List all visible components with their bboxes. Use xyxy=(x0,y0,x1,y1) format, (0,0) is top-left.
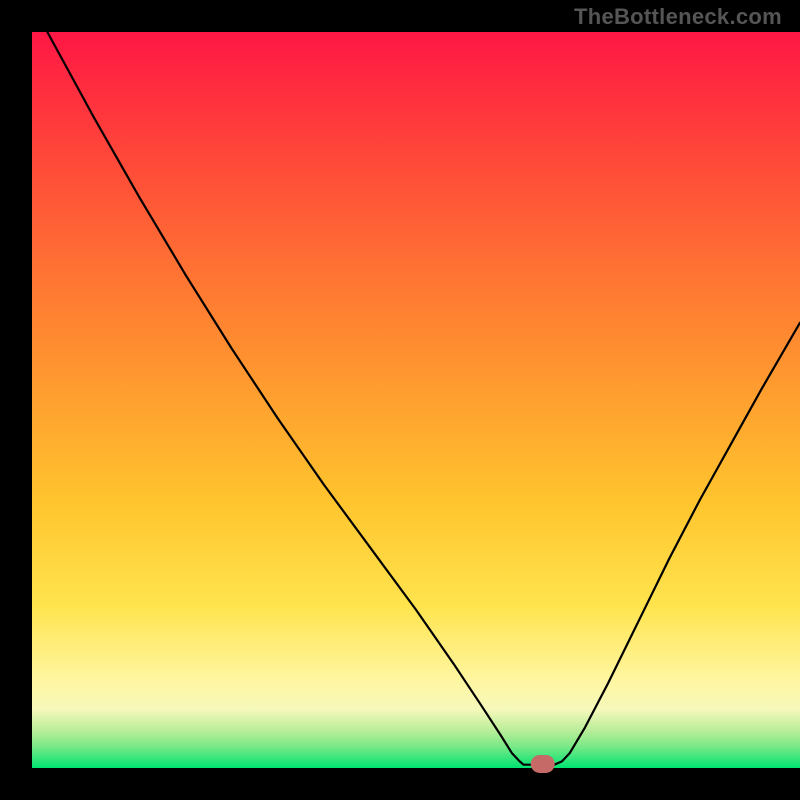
bottleneck-chart xyxy=(0,0,800,800)
chart-background xyxy=(32,32,800,768)
optimal-point-marker xyxy=(531,755,555,773)
chart-root: TheBottleneck.com xyxy=(0,0,800,800)
watermark-text: TheBottleneck.com xyxy=(574,4,782,30)
